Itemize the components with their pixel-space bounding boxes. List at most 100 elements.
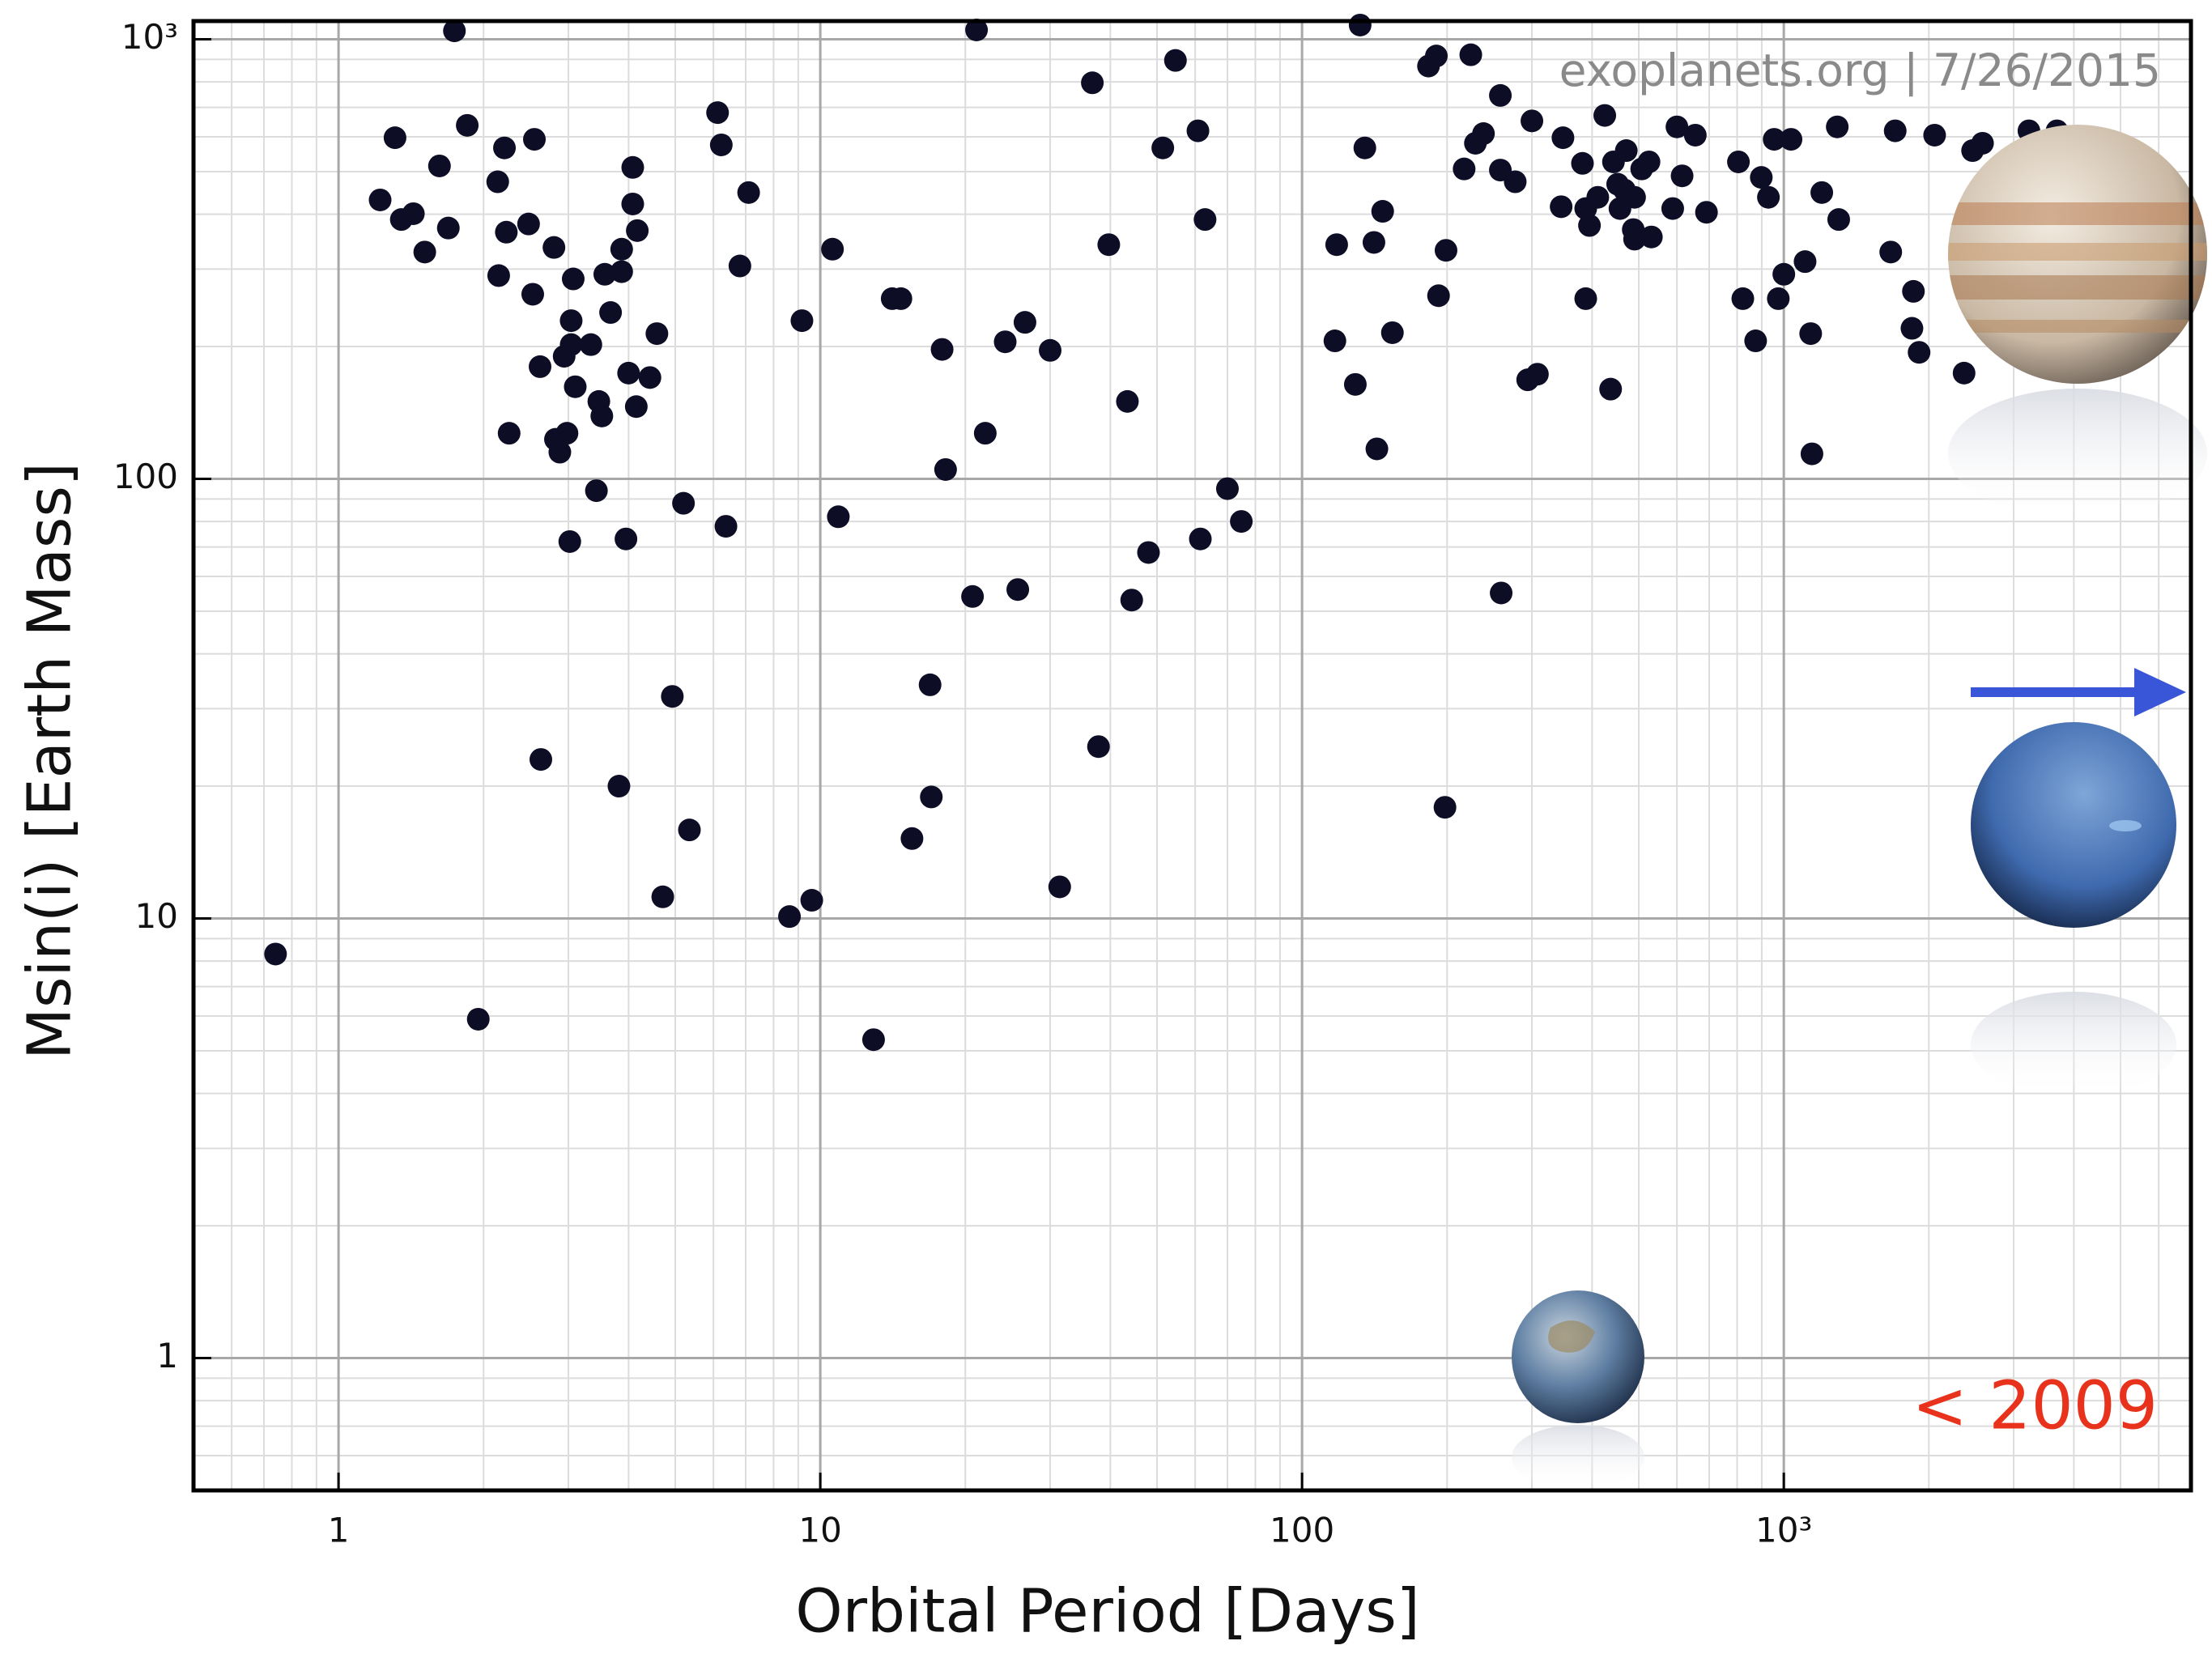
- x-axis-label: Orbital Period [Days]: [795, 1577, 1419, 1647]
- point: [264, 942, 287, 966]
- point: [523, 128, 547, 151]
- point: [1623, 185, 1646, 209]
- point: [615, 527, 638, 551]
- point: [486, 170, 509, 193]
- point: [1900, 317, 1924, 340]
- point: [1163, 49, 1187, 72]
- y-tick-label: 10: [135, 896, 178, 936]
- point: [1952, 361, 1976, 385]
- point: [1879, 240, 1903, 264]
- point: [993, 330, 1017, 354]
- point: [706, 101, 730, 125]
- point: [1039, 338, 1062, 362]
- point: [1193, 208, 1217, 232]
- point: [1665, 115, 1689, 138]
- point: [1434, 239, 1457, 262]
- plot-area: [194, 21, 2191, 1490]
- point: [610, 260, 633, 283]
- point: [1810, 181, 1834, 204]
- point: [1727, 150, 1750, 173]
- earth-image: [1512, 1290, 1644, 1490]
- x-tick-label: 1: [328, 1511, 350, 1550]
- point: [1048, 875, 1071, 899]
- point: [487, 264, 510, 287]
- point: [383, 126, 406, 150]
- point: [1362, 231, 1385, 254]
- point: [1767, 287, 1790, 310]
- point: [529, 748, 552, 772]
- point: [1433, 796, 1457, 819]
- point: [1923, 123, 1946, 147]
- point: [1525, 363, 1549, 386]
- point: [800, 889, 823, 912]
- point: [1215, 477, 1239, 500]
- points: [264, 13, 2093, 1052]
- point: [661, 685, 684, 708]
- y-tick-label: 1: [156, 1336, 178, 1375]
- point: [529, 355, 552, 378]
- point: [1521, 109, 1544, 133]
- point: [821, 237, 844, 261]
- point: [1695, 201, 1718, 224]
- point: [1425, 45, 1448, 68]
- point: [1189, 527, 1212, 551]
- watermark: exoplanets.org | 7/26/2015: [1559, 45, 2161, 97]
- point: [607, 775, 631, 798]
- point: [561, 267, 585, 291]
- point: [599, 301, 623, 325]
- point: [714, 515, 738, 538]
- point: [1489, 83, 1512, 107]
- point: [466, 1007, 490, 1031]
- x-tick-label: 100: [1270, 1511, 1334, 1550]
- point: [1670, 164, 1694, 188]
- point: [1574, 287, 1597, 310]
- point: [456, 113, 479, 137]
- point: [610, 237, 633, 261]
- point: [973, 422, 997, 445]
- point: [1087, 735, 1110, 759]
- arrow-head: [2134, 668, 2186, 716]
- point: [621, 155, 644, 179]
- point: [790, 309, 814, 333]
- point: [1640, 225, 1663, 249]
- point: [1365, 437, 1389, 461]
- point: [559, 309, 583, 333]
- neptune-image: [1971, 722, 2176, 1097]
- point: [1750, 166, 1773, 189]
- point: [1472, 122, 1495, 146]
- point: [1780, 128, 1803, 151]
- point: [626, 219, 649, 242]
- point: [1827, 208, 1850, 232]
- point: [1637, 150, 1661, 173]
- point: [900, 827, 924, 850]
- y-tick-label: 10³: [121, 17, 178, 57]
- point: [889, 287, 912, 310]
- point: [1757, 185, 1780, 209]
- point: [495, 220, 518, 244]
- point: [1504, 170, 1527, 193]
- point: [552, 345, 576, 368]
- point: [1772, 262, 1796, 286]
- point: [1793, 250, 1817, 274]
- y-tick-label: 100: [113, 457, 178, 496]
- point: [1599, 377, 1623, 401]
- point: [1186, 119, 1210, 142]
- point: [678, 818, 701, 842]
- x-tick-label: 10: [798, 1511, 841, 1550]
- point: [542, 236, 566, 259]
- point: [436, 216, 460, 240]
- point: [1380, 321, 1404, 344]
- x-tick-label: 10³: [1755, 1511, 1812, 1550]
- point: [521, 283, 544, 306]
- plot-frame: [191, 19, 2193, 1493]
- point: [1120, 589, 1143, 612]
- point: [1571, 151, 1594, 175]
- point: [1137, 541, 1160, 564]
- point: [1230, 510, 1253, 534]
- point: [1325, 233, 1348, 257]
- point: [1459, 43, 1482, 66]
- point: [1799, 322, 1823, 346]
- point: [728, 254, 751, 278]
- point: [1661, 197, 1684, 220]
- point: [1081, 71, 1104, 95]
